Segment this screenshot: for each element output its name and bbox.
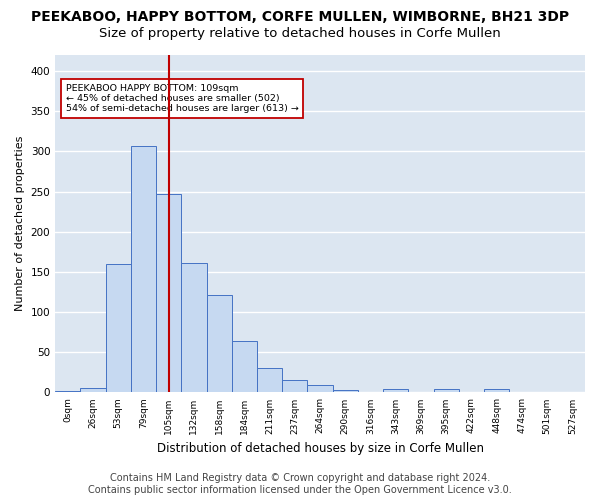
Bar: [181, 263, 206, 392]
X-axis label: Distribution of detached houses by size in Corfe Mullen: Distribution of detached houses by size …: [157, 442, 484, 455]
Bar: [282, 380, 307, 392]
Bar: [307, 385, 332, 392]
Text: Size of property relative to detached houses in Corfe Mullen: Size of property relative to detached ho…: [99, 28, 501, 40]
Bar: [434, 389, 459, 392]
Text: Contains HM Land Registry data © Crown copyright and database right 2024.
Contai: Contains HM Land Registry data © Crown c…: [88, 474, 512, 495]
Bar: [80, 388, 106, 392]
Bar: [156, 194, 181, 392]
Bar: [383, 389, 409, 392]
Bar: [106, 264, 131, 392]
Text: PEEKABOO, HAPPY BOTTOM, CORFE MULLEN, WIMBORNE, BH21 3DP: PEEKABOO, HAPPY BOTTOM, CORFE MULLEN, WI…: [31, 10, 569, 24]
Bar: [232, 341, 257, 392]
Bar: [206, 295, 232, 392]
Bar: [484, 389, 509, 392]
Bar: [55, 391, 80, 392]
Bar: [257, 368, 282, 392]
Bar: [131, 146, 156, 392]
Bar: [332, 390, 358, 392]
Text: PEEKABOO HAPPY BOTTOM: 109sqm
← 45% of detached houses are smaller (502)
54% of : PEEKABOO HAPPY BOTTOM: 109sqm ← 45% of d…: [66, 84, 299, 114]
Y-axis label: Number of detached properties: Number of detached properties: [15, 136, 25, 312]
